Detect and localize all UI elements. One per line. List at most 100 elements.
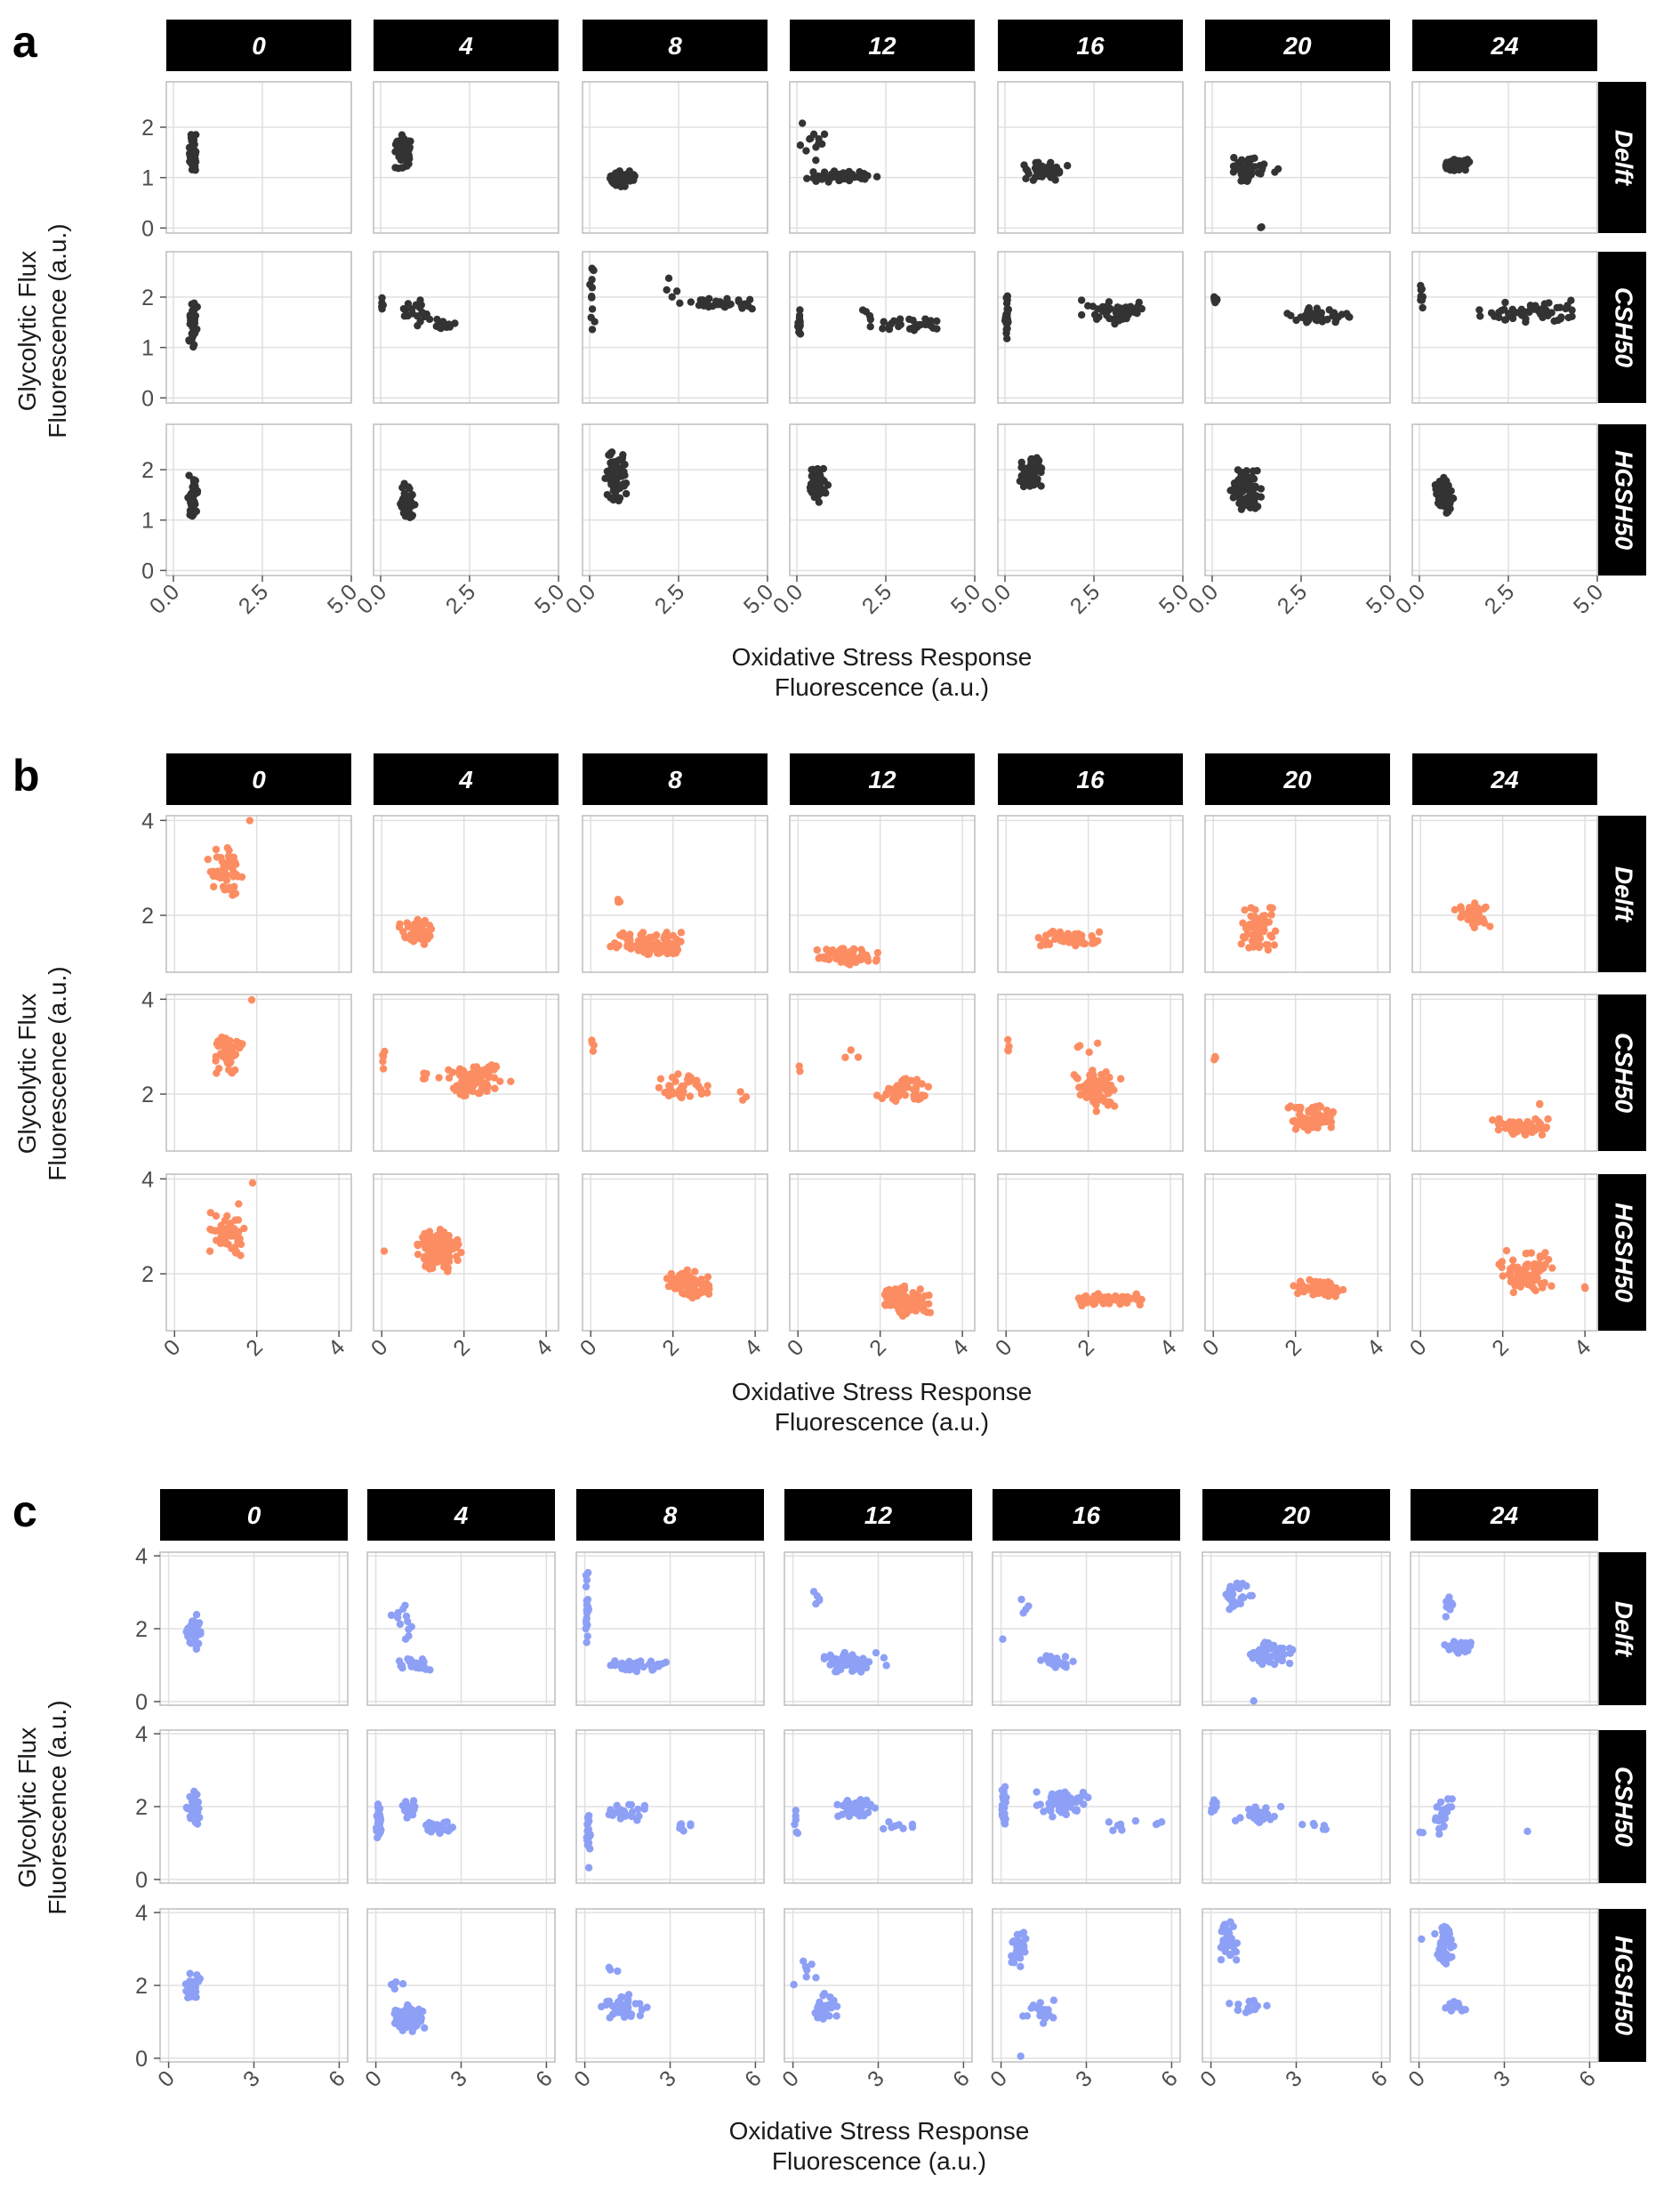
facet-col-label: 12	[864, 1502, 893, 1529]
data-point	[240, 1224, 248, 1233]
data-point	[407, 1622, 415, 1630]
data-point	[1284, 1104, 1292, 1112]
data-point	[1461, 1647, 1469, 1656]
data-point	[1131, 1816, 1140, 1825]
data-point	[1109, 1826, 1117, 1835]
data-point	[1475, 918, 1483, 926]
data-point	[910, 1091, 918, 1100]
data-point	[1059, 1797, 1067, 1806]
data-point	[925, 1292, 933, 1300]
data-point	[1090, 1300, 1099, 1308]
data-point	[1257, 1657, 1265, 1665]
data-point	[638, 2006, 646, 2014]
data-point	[614, 1967, 622, 1976]
data-point	[1217, 1956, 1226, 1964]
facet-col-label: 24	[1490, 766, 1519, 793]
facet-strip-col	[1411, 1489, 1598, 1541]
data-point	[847, 1046, 855, 1054]
data-point	[1291, 1125, 1300, 1133]
y-tick-label: 2	[135, 1617, 148, 1642]
data-point	[736, 1088, 744, 1096]
data-point	[1034, 934, 1042, 942]
x-tick-label: 3	[446, 2065, 472, 2092]
data-point	[1346, 313, 1354, 321]
data-point	[796, 306, 804, 314]
data-point	[656, 1075, 665, 1083]
data-point	[1522, 308, 1530, 317]
facet-panel	[373, 81, 559, 234]
data-point	[807, 134, 815, 142]
data-point	[1038, 2005, 1047, 2014]
panel-border	[789, 423, 976, 576]
panel-border	[165, 251, 352, 404]
x-tick-label: 3	[1071, 2065, 1097, 2092]
data-point	[1266, 1658, 1274, 1666]
data-point	[1327, 1123, 1335, 1131]
panel-border	[582, 815, 768, 973]
data-point	[1266, 1816, 1274, 1824]
data-point	[405, 507, 414, 515]
x-tick-label: 2.5	[441, 579, 480, 618]
panel-background	[166, 816, 351, 972]
facet-strip-col	[367, 1489, 555, 1541]
data-point	[204, 855, 212, 864]
panel-background	[374, 1174, 559, 1331]
data-point	[1110, 1102, 1119, 1110]
data-point	[1264, 940, 1272, 949]
data-point	[1238, 1580, 1247, 1588]
data-point	[1442, 2004, 1450, 2012]
data-point	[1073, 1043, 1081, 1051]
data-point	[661, 943, 669, 952]
data-point	[1495, 1260, 1503, 1268]
data-point	[414, 1660, 422, 1668]
facet-panel	[997, 815, 1184, 973]
data-point	[1244, 481, 1252, 490]
y-tick-label: 1	[141, 166, 154, 191]
data-point	[1229, 1943, 1238, 1951]
panel-border	[789, 994, 976, 1152]
data-point	[895, 322, 903, 331]
panel-border	[1411, 1173, 1598, 1332]
data-point	[1568, 306, 1576, 314]
panel-border	[997, 1173, 1184, 1332]
data-point	[420, 1254, 429, 1263]
data-point	[1466, 1641, 1475, 1650]
data-point	[1084, 1793, 1092, 1801]
data-point	[634, 1805, 642, 1814]
facet-panel	[1204, 1173, 1391, 1332]
data-point	[881, 1301, 889, 1309]
data-point	[1002, 325, 1010, 334]
data-point	[844, 1800, 853, 1808]
data-point	[607, 463, 615, 472]
data-point	[439, 1252, 448, 1260]
x-tick-label: 4	[324, 1334, 350, 1361]
data-point	[1000, 1811, 1008, 1820]
data-point	[222, 871, 230, 879]
data-point	[798, 119, 807, 127]
data-point	[619, 469, 627, 477]
y-tick-label: 2	[141, 904, 154, 929]
data-point	[691, 1268, 699, 1276]
data-point	[1504, 310, 1513, 318]
panel-background	[374, 252, 559, 403]
panel-background	[1412, 252, 1597, 403]
data-point	[1061, 1653, 1070, 1661]
data-point	[841, 1053, 849, 1061]
x-tick-label: 0.0	[977, 579, 1016, 618]
x-tick-label: 3	[863, 2065, 889, 2092]
data-point	[623, 943, 631, 951]
panel-border	[165, 81, 352, 234]
panel-border	[373, 81, 559, 234]
x-tick-label: 6	[948, 2065, 975, 2092]
facet-panel	[373, 423, 559, 576]
data-point	[620, 460, 628, 468]
data-point	[1013, 1930, 1022, 1939]
facet-panel	[373, 1173, 559, 1332]
data-point	[1310, 1821, 1319, 1830]
data-point	[1451, 906, 1459, 914]
data-point	[1117, 304, 1125, 312]
data-point	[745, 295, 754, 304]
data-point	[1523, 1827, 1531, 1836]
data-point	[612, 2009, 621, 2017]
data-point	[864, 1808, 872, 1816]
